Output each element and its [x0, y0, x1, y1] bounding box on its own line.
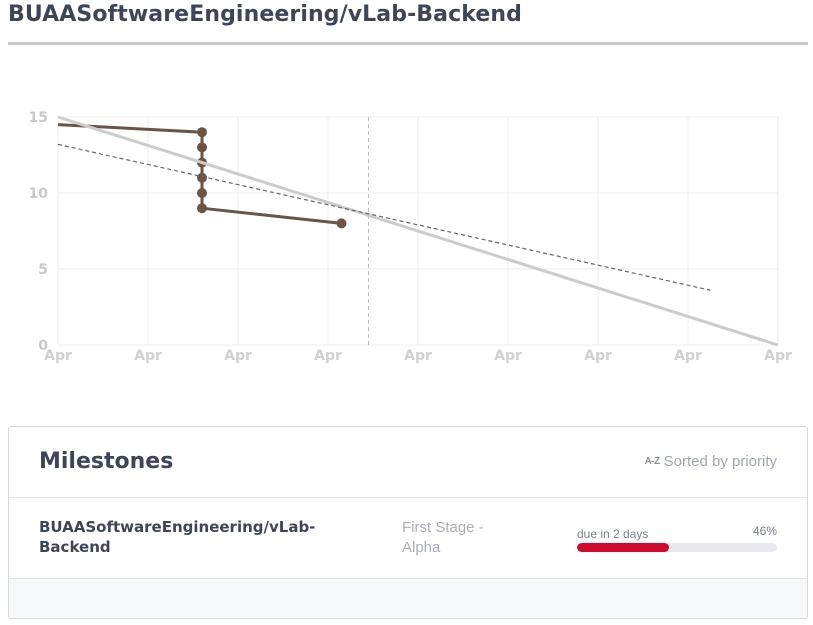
- milestones-header: Milestones A-Z Sorted by priority: [9, 427, 807, 498]
- milestone-percent: 46%: [752, 524, 777, 538]
- title-divider: [8, 42, 808, 45]
- x-tick-label: Apr: [674, 348, 702, 364]
- x-tick-label: Apr: [494, 348, 522, 364]
- x-tick-label: Apr: [584, 348, 612, 364]
- milestones-footer: [9, 579, 807, 618]
- x-tick-label: Apr: [134, 348, 162, 364]
- ideal-burndown-line: [57, 115, 779, 347]
- x-tick-label: Apr: [224, 348, 252, 364]
- milestone-due: due in 2 days: [577, 527, 649, 541]
- y-tick-label: 10: [29, 186, 49, 202]
- milestone-row[interactable]: BUAASoftwareEngineering/vLab-Backend Fir…: [9, 498, 807, 579]
- x-tick-label: Apr: [764, 348, 792, 364]
- milestone-stage[interactable]: First Stage - Alpha: [402, 519, 484, 556]
- x-tick-label: Apr: [44, 348, 72, 364]
- data-point: [197, 203, 207, 214]
- sort-label: Sorted by priority: [663, 453, 777, 470]
- milestones-title: Milestones: [39, 449, 174, 474]
- milestone-progress-fill: [577, 543, 669, 552]
- sort-control[interactable]: A-Z Sorted by priority: [644, 453, 777, 470]
- milestones-panel: Milestones A-Z Sorted by priority BUAASo…: [8, 426, 808, 619]
- repo-title[interactable]: BUAASoftwareEngineering/vLab-Backend: [8, 2, 523, 27]
- y-tick-label: 5: [38, 262, 48, 278]
- data-point: [197, 172, 207, 183]
- x-tick-label: Apr: [404, 348, 432, 364]
- projection-line: [57, 143, 711, 291]
- sort-az-icon: A-Z: [644, 456, 660, 467]
- data-point: [197, 127, 207, 138]
- data-point: [197, 142, 207, 153]
- y-tick-label: 0: [38, 338, 48, 354]
- y-tick-label: 15: [29, 110, 48, 126]
- milestone-progress-bar: [577, 543, 777, 552]
- milestone-repo-name[interactable]: BUAASoftwareEngineering/vLab-Backend: [39, 518, 316, 556]
- data-point: [336, 218, 347, 229]
- data-point: [197, 188, 207, 198]
- x-tick-label: Apr: [314, 348, 342, 364]
- burndown-chart: Apr Apr Apr Apr Apr Apr Apr Apr Apr 0 5 10 15: [0, 100, 813, 380]
